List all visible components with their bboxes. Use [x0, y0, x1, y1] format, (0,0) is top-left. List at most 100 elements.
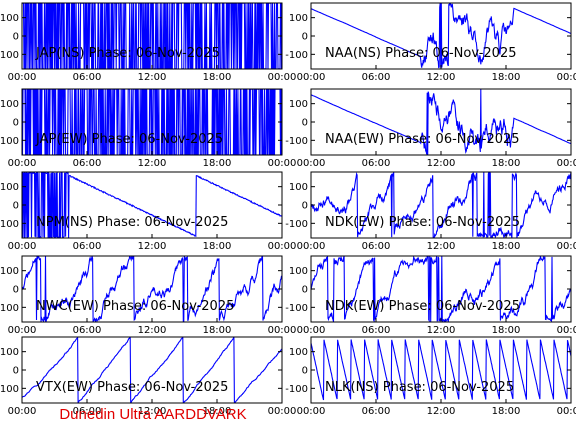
x-tick-label: 00:00	[297, 406, 326, 417]
x-tick-label: 06:00	[362, 241, 391, 252]
x-tick-label: 12:00	[138, 72, 167, 83]
x-tick-label: 12:00	[427, 325, 456, 336]
panel-title: NDK(EW) Phase: 06-Nov-2025	[325, 299, 520, 314]
x-tick-label: 00:00	[557, 158, 576, 169]
footer-caption: Dunedin Ultra AARDDVARK	[59, 406, 246, 423]
y-tick-label: -100	[285, 303, 308, 314]
y-tick-label: 100	[0, 182, 19, 193]
x-tick-label: 18:00	[492, 325, 521, 336]
panel-title: NAA(NS) Phase: 06-Nov-2025	[325, 46, 516, 61]
x-tick-label: 00:00	[557, 72, 576, 83]
panel-title: VTX(EW) Phase: 06-Nov-2025	[36, 380, 228, 395]
y-tick-label: 100	[0, 266, 19, 277]
x-tick-label: 00:00	[268, 406, 297, 417]
phase-trace	[22, 256, 282, 322]
y-tick-label: 100	[289, 13, 308, 24]
x-tick-label: 00:00	[297, 241, 326, 252]
panel-title: NPM(NS) Phase: 06-Nov-2025	[36, 215, 228, 230]
y-tick-label: 100	[0, 13, 19, 24]
phase-panel: 100 0 -100 00:00 06:00 12:00 18:00 00:00 NAA(NS)…	[285, 2, 576, 83]
x-tick-label: 00:00	[297, 72, 326, 83]
y-tick-label: 0	[13, 32, 19, 43]
x-tick-label: 00:00	[557, 406, 576, 417]
y-tick-label: 100	[0, 99, 19, 110]
x-tick-label: 18:00	[203, 406, 232, 417]
x-tick-label: 06:00	[362, 406, 391, 417]
x-tick-label: 12:00	[427, 72, 456, 83]
x-tick-label: 06:00	[73, 325, 102, 336]
y-tick-label: 100	[289, 99, 308, 110]
x-tick-label: 00:00	[8, 406, 37, 417]
x-tick-label: 00:00	[8, 72, 37, 83]
y-tick-label: 100	[289, 182, 308, 193]
phase-panel: 100 0 -100 00:00 06:00 12:00 18:00 00:00 NWC(EW)…	[0, 255, 297, 336]
y-tick-label: -100	[285, 136, 308, 147]
y-tick-label: 0	[13, 201, 19, 212]
y-tick-label: -100	[0, 384, 19, 395]
y-tick-label: -100	[0, 303, 19, 314]
x-tick-label: 06:00	[362, 158, 391, 169]
x-tick-label: 00:00	[557, 325, 576, 336]
y-tick-label: -100	[0, 136, 19, 147]
y-tick-label: 0	[302, 366, 308, 377]
panel-title: NLK(NS) Phase: 06-Nov-2025	[325, 380, 514, 395]
y-tick-label: -100	[285, 50, 308, 61]
phase-panel: 100 0 -100 00:00 06:00 12:00 18:00 00:00 NAA(EW)…	[285, 88, 576, 169]
y-tick-label: -100	[285, 219, 308, 230]
y-tick-label: 0	[13, 118, 19, 129]
phase-trace	[22, 337, 282, 403]
y-tick-label: 0	[13, 285, 19, 296]
phase-panel: 100 0 -100 00:00 06:00 12:00 18:00 00:00 JAP(EW)…	[0, 88, 297, 169]
panel-title: NWC(EW) Phase: 06-Nov-2025	[36, 299, 234, 314]
x-tick-label: 12:00	[138, 158, 167, 169]
panel-title: NDK(EW) Phase: 06-Nov-2025	[325, 215, 520, 230]
phase-panel: 100 0 -100 00:00 06:00 12:00 18:00 00:00 NLK(NS)…	[285, 336, 576, 417]
y-tick-label: 0	[302, 32, 308, 43]
phase-trace	[311, 172, 571, 238]
x-tick-label: 00:00	[268, 325, 297, 336]
phase-trace	[311, 89, 571, 155]
phase-trace	[311, 3, 571, 69]
phase-trace	[311, 339, 571, 401]
x-tick-label: 18:00	[492, 406, 521, 417]
panel-title: JAP(NS) Phase: 06-Nov-2025	[35, 46, 220, 61]
y-tick-label: -100	[285, 384, 308, 395]
phase-panel: 100 0 -100 00:00 06:00 12:00 18:00 00:00 VTX(EW)…	[0, 336, 297, 417]
x-tick-label: 06:00	[73, 158, 102, 169]
y-tick-label: 0	[302, 201, 308, 212]
phase-panel: 100 0 -100 00:00 06:00 12:00 18:00 00:00 NDK(EW)…	[285, 171, 576, 252]
x-tick-label: 06:00	[73, 406, 102, 417]
phase-panel: 100 0 -100 00:00 06:00 12:00 18:00 00:00 JAP(NS)…	[0, 2, 297, 83]
y-tick-label: 0	[13, 366, 19, 377]
x-tick-label: 12:00	[427, 406, 456, 417]
panel-title: JAP(EW) Phase: 06-Nov-2025	[35, 132, 223, 147]
y-tick-label: 0	[302, 285, 308, 296]
x-tick-label: 00:00	[557, 241, 576, 252]
x-tick-label: 12:00	[138, 325, 167, 336]
x-tick-label: 00:00	[268, 241, 297, 252]
x-tick-label: 00:00	[8, 241, 37, 252]
x-tick-label: 00:00	[8, 325, 37, 336]
x-tick-label: 18:00	[492, 241, 521, 252]
x-tick-label: 00:00	[268, 158, 297, 169]
x-tick-label: 18:00	[492, 72, 521, 83]
y-tick-label: 100	[289, 347, 308, 358]
x-tick-label: 00:00	[8, 158, 37, 169]
x-tick-label: 12:00	[138, 241, 167, 252]
x-tick-label: 06:00	[73, 72, 102, 83]
y-tick-label: 0	[302, 118, 308, 129]
x-tick-label: 06:00	[362, 325, 391, 336]
panel-title: NAA(EW) Phase: 06-Nov-2025	[325, 132, 520, 147]
phase-trace	[22, 172, 282, 238]
phase-panel: 100 0 -100 00:00 06:00 12:00 18:00 00:00 NPM(NS)…	[0, 171, 297, 252]
x-tick-label: 00:00	[268, 72, 297, 83]
y-tick-label: -100	[0, 50, 19, 61]
x-tick-label: 18:00	[203, 158, 232, 169]
x-tick-label: 00:00	[297, 325, 326, 336]
y-tick-label: 100	[0, 347, 19, 358]
x-tick-label: 06:00	[73, 241, 102, 252]
x-tick-label: 18:00	[203, 241, 232, 252]
y-tick-label: -100	[0, 219, 19, 230]
x-tick-label: 12:00	[427, 241, 456, 252]
